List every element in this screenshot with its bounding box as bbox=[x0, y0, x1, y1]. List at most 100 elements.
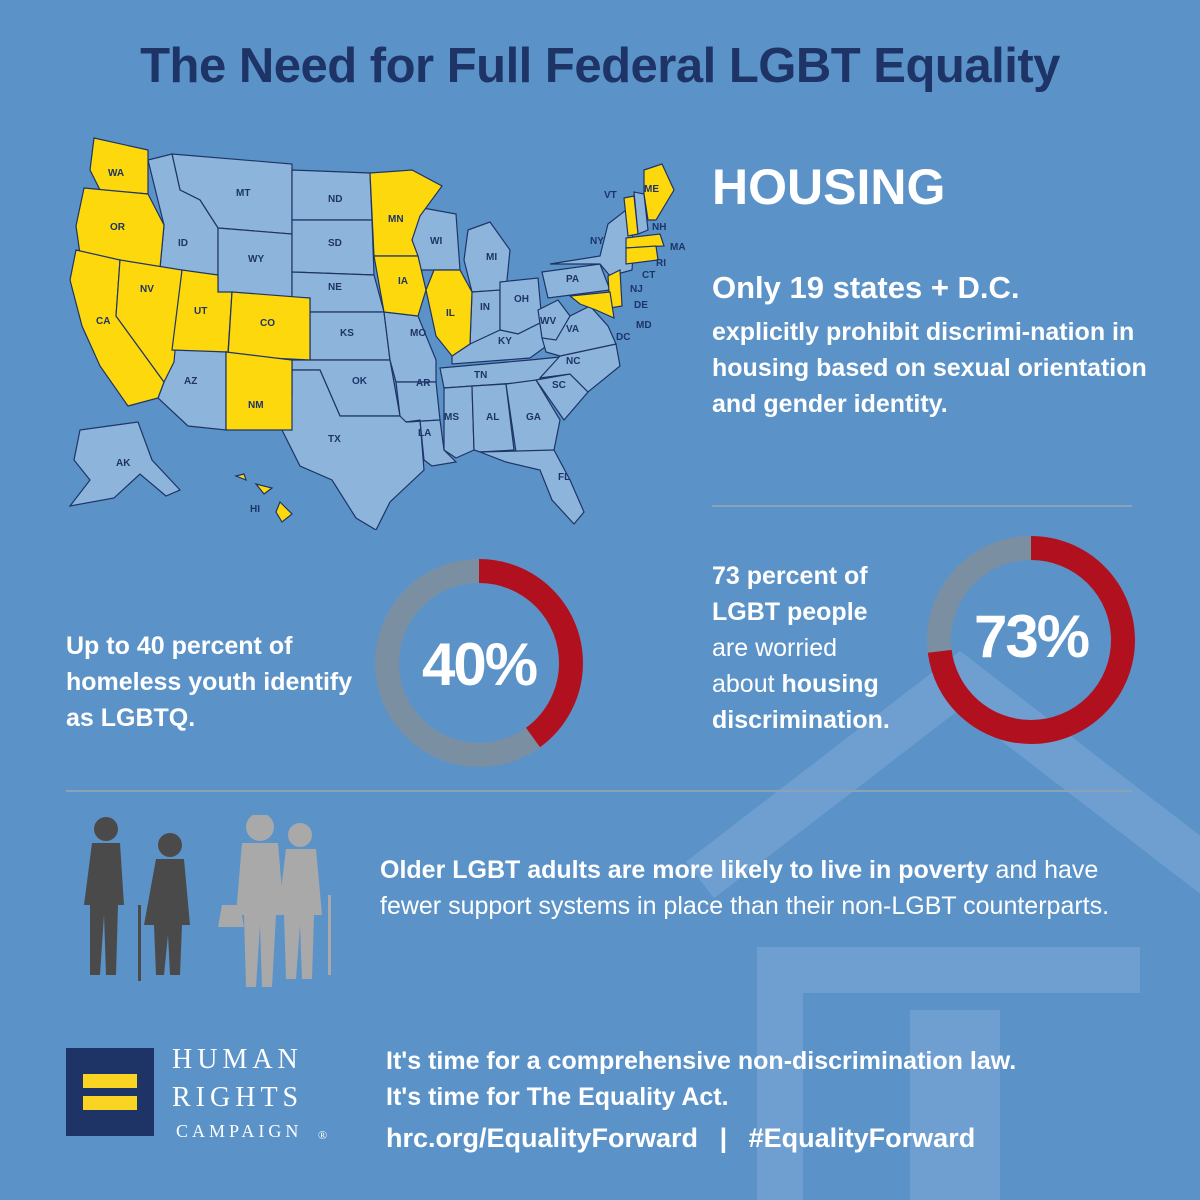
worry-donut-fill bbox=[927, 536, 1135, 744]
svg-text:ID: ID bbox=[178, 238, 188, 249]
svg-text:IN: IN bbox=[480, 302, 490, 313]
svg-text:MS: MS bbox=[444, 412, 459, 423]
logo-registered-mark: ® bbox=[318, 1128, 328, 1142]
state-ak bbox=[68, 421, 182, 507]
svg-text:OK: OK bbox=[352, 376, 368, 387]
divider-top bbox=[712, 505, 1132, 507]
logo-word-human: HUMAN bbox=[172, 1044, 303, 1075]
svg-text:MT: MT bbox=[236, 188, 250, 199]
worry-line-4a: about bbox=[712, 670, 782, 698]
state-ct-ri bbox=[625, 245, 659, 265]
svg-text:MI: MI bbox=[486, 252, 497, 263]
state-wv bbox=[537, 299, 571, 341]
svg-text:NJ: NJ bbox=[630, 284, 643, 295]
older-stat-bold: Older LGBT adults are more likely to liv… bbox=[380, 856, 989, 884]
page-title: The Need for Full Federal LGBT Equality bbox=[140, 39, 1060, 93]
svg-text:IL: IL bbox=[446, 308, 455, 319]
svg-text:CO: CO bbox=[260, 318, 275, 329]
svg-text:AK: AK bbox=[116, 458, 131, 469]
state-md-de bbox=[568, 291, 615, 319]
hashtag-link[interactable]: #EqualityForward bbox=[748, 1123, 976, 1153]
state-wa bbox=[89, 137, 149, 195]
svg-text:KY: KY bbox=[498, 336, 512, 347]
link-separator: | bbox=[719, 1123, 728, 1153]
svg-text:WY: WY bbox=[248, 254, 264, 265]
state-hi bbox=[234, 473, 293, 523]
svg-text:CA: CA bbox=[96, 316, 110, 327]
svg-text:WI: WI bbox=[430, 236, 442, 247]
svg-text:NM: NM bbox=[248, 400, 264, 411]
svg-text:DE: DE bbox=[634, 300, 648, 311]
svg-text:LA: LA bbox=[418, 428, 431, 439]
svg-text:NH: NH bbox=[652, 222, 666, 233]
svg-text:KS: KS bbox=[340, 328, 354, 339]
older-couples-illustration bbox=[84, 815, 331, 987]
state-la bbox=[405, 419, 458, 467]
state-ia bbox=[373, 255, 427, 317]
youth-donut bbox=[375, 559, 583, 767]
worry-stat-text: 73 percent of LGBT people are worried ab… bbox=[712, 558, 942, 738]
svg-text:PA: PA bbox=[566, 274, 579, 285]
states-stat-headline: Only 19 states + D.C. bbox=[712, 270, 1020, 305]
cta-line-1: It's time for a comprehensive non-discri… bbox=[386, 1047, 1017, 1075]
svg-text:SD: SD bbox=[328, 238, 342, 249]
svg-text:DC: DC bbox=[616, 332, 630, 343]
svg-text:VA: VA bbox=[566, 324, 579, 335]
svg-text:TX: TX bbox=[328, 434, 341, 445]
cta-text: It's time for a comprehensive non-discri… bbox=[386, 1043, 1186, 1115]
svg-text:WV: WV bbox=[540, 316, 556, 327]
svg-text:OR: OR bbox=[110, 222, 126, 233]
svg-text:RI: RI bbox=[656, 258, 666, 269]
svg-text:MD: MD bbox=[636, 320, 652, 331]
worry-line-4b: housing bbox=[781, 670, 879, 698]
svg-text:NE: NE bbox=[328, 282, 342, 293]
worry-percent-label: 73% bbox=[973, 603, 1090, 670]
svg-text:NC: NC bbox=[566, 356, 580, 367]
state-vt bbox=[623, 195, 639, 237]
svg-text:IA: IA bbox=[398, 276, 408, 287]
svg-text:FL: FL bbox=[558, 472, 570, 483]
state-ma bbox=[625, 233, 665, 249]
svg-text:MA: MA bbox=[670, 242, 686, 253]
svg-text:OH: OH bbox=[514, 294, 529, 305]
worry-line-5: discrimination. bbox=[712, 706, 890, 734]
svg-text:TN: TN bbox=[474, 370, 487, 381]
svg-text:HI: HI bbox=[250, 504, 260, 515]
logo-bar-top bbox=[83, 1074, 137, 1088]
svg-text:ND: ND bbox=[328, 194, 342, 205]
youth-percent-label: 40% bbox=[421, 631, 538, 698]
site-link[interactable]: hrc.org/EqualityForward bbox=[386, 1123, 699, 1153]
svg-text:NY: NY bbox=[590, 236, 604, 247]
older-stat-text: Older LGBT adults are more likely to liv… bbox=[380, 852, 1160, 924]
svg-text:ME: ME bbox=[644, 184, 659, 195]
hrc-logo-mark bbox=[66, 1048, 154, 1136]
divider-middle bbox=[66, 790, 1132, 792]
logo-word-campaign: CAMPAIGN bbox=[176, 1121, 303, 1141]
svg-text:MO: MO bbox=[410, 328, 426, 339]
state-va bbox=[541, 305, 617, 357]
youth-donut-fill bbox=[375, 559, 583, 767]
svg-text:AZ: AZ bbox=[184, 376, 197, 387]
svg-text:MN: MN bbox=[388, 214, 404, 225]
svg-text:UT: UT bbox=[194, 306, 207, 317]
state-co bbox=[227, 291, 311, 361]
state-il bbox=[425, 269, 473, 357]
links-row: hrc.org/EqualityForward | #EqualityForwa… bbox=[386, 1123, 975, 1154]
worry-line-2: LGBT people bbox=[712, 598, 868, 626]
worry-donut bbox=[927, 536, 1135, 744]
us-map: WA OR CA NV ID MT WY UT CO AZ NM ND SD NE KS OK TX M… bbox=[68, 137, 686, 530]
worry-line-1: 73 percent of bbox=[712, 562, 868, 590]
state-nm bbox=[225, 351, 293, 431]
svg-text:NV: NV bbox=[140, 284, 154, 295]
youth-stat-text: Up to 40 percent of homeless youth ident… bbox=[66, 632, 353, 732]
svg-text:GA: GA bbox=[526, 412, 541, 423]
state-ga bbox=[505, 379, 561, 453]
svg-text:AL: AL bbox=[486, 412, 499, 423]
state-me bbox=[643, 163, 675, 221]
logo-bar-bottom bbox=[83, 1096, 137, 1110]
svg-text:WA: WA bbox=[108, 168, 124, 179]
svg-text:VT: VT bbox=[604, 190, 617, 201]
cta-line-2: It's time for The Equality Act. bbox=[386, 1083, 729, 1111]
states-stat-body: explicitly prohibit discrimi-nation in h… bbox=[712, 318, 1147, 418]
older-stat-rest: and have fewer support systems in place … bbox=[380, 856, 1110, 920]
